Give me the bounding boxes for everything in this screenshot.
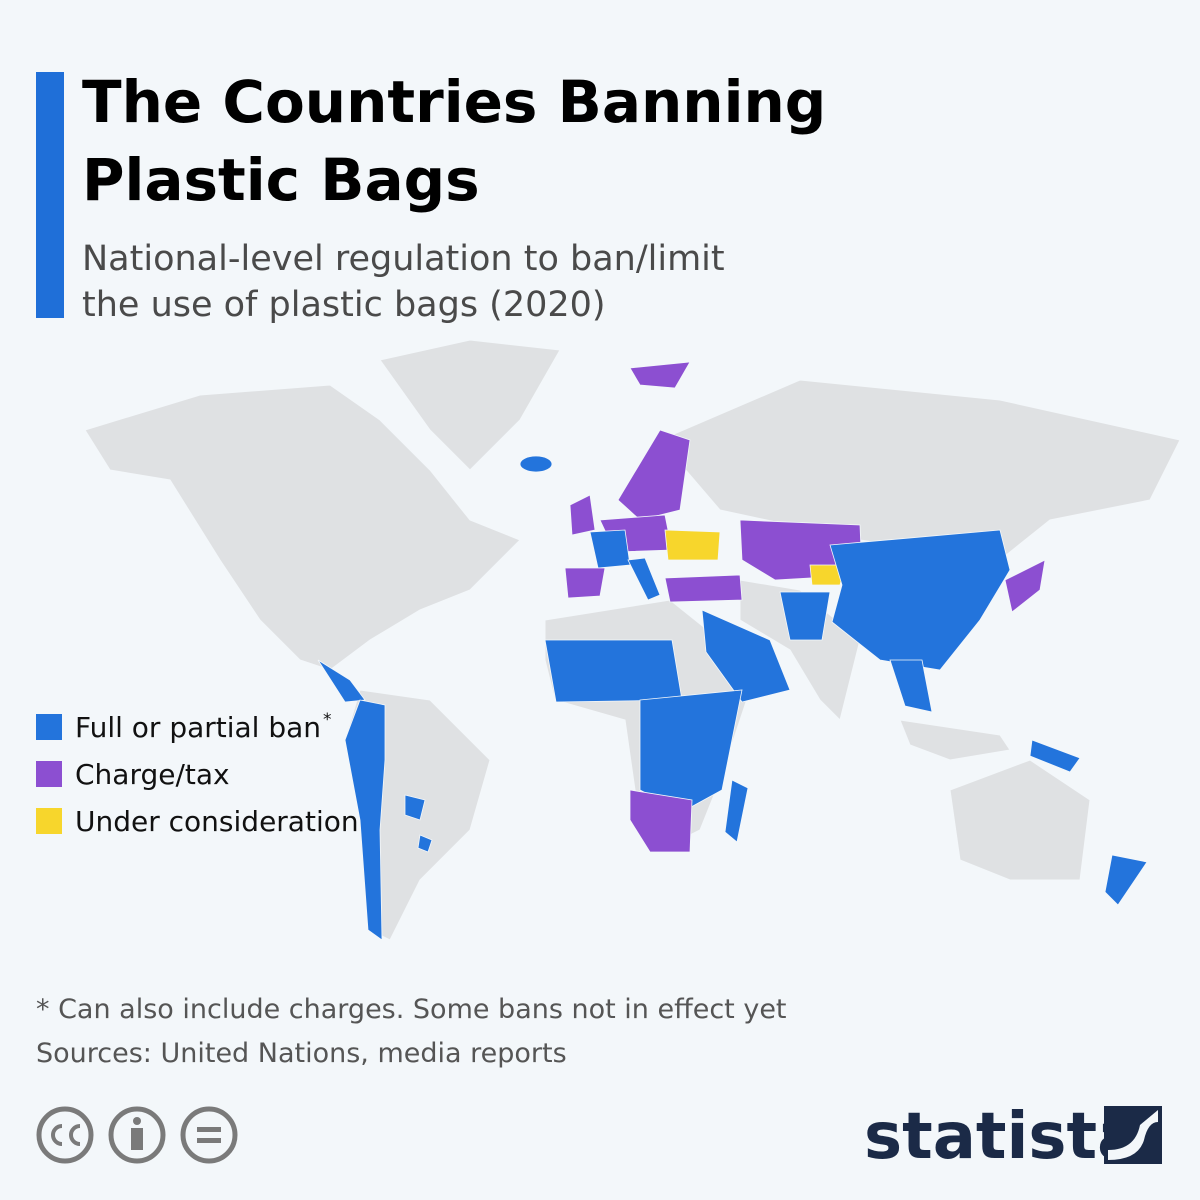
region — [519, 455, 553, 473]
title: Plastic Bags — [82, 146, 480, 214]
region — [617, 429, 691, 521]
region — [344, 699, 386, 941]
legend-swatch — [36, 714, 62, 740]
region — [544, 639, 683, 703]
region — [664, 574, 743, 603]
license-icons — [36, 1106, 238, 1164]
region — [829, 529, 1011, 671]
region — [569, 494, 596, 536]
title: The Countries Banning — [82, 68, 826, 136]
subtitle: National-level regulation to ban/limit — [82, 239, 725, 279]
legend-swatch — [36, 808, 62, 834]
legend-label: Charge/tax — [75, 758, 230, 791]
world-map — [84, 339, 1181, 941]
legend-label: Full or partial ban — [75, 711, 321, 744]
subtitle: the use of plastic bags (2020) — [82, 285, 606, 325]
region — [724, 779, 749, 843]
region — [589, 529, 631, 569]
region — [701, 609, 791, 703]
region — [809, 564, 846, 586]
region — [639, 689, 743, 813]
region — [664, 529, 721, 561]
brand: statista — [864, 1100, 1140, 1174]
region — [1029, 739, 1081, 773]
source: Sources: United Nations, media reports — [36, 1038, 567, 1069]
region — [1104, 854, 1148, 906]
region — [404, 794, 426, 821]
region — [417, 834, 433, 853]
region — [1004, 559, 1046, 613]
region — [629, 789, 693, 853]
legend: Full or partial ban * Charge/tax Under cons… — [36, 710, 359, 838]
land — [949, 759, 1091, 881]
accent-bar — [36, 72, 64, 318]
region — [627, 557, 661, 601]
land — [84, 384, 521, 671]
footnote: * Can also include charges. Some bans no… — [36, 994, 787, 1025]
land — [899, 719, 1011, 761]
brand-logo — [1104, 1106, 1162, 1164]
region — [317, 659, 366, 703]
region — [779, 591, 831, 641]
legend-label: Under consideration — [75, 805, 359, 838]
land — [379, 339, 561, 471]
region — [629, 361, 691, 389]
legend-note-marker: * — [323, 710, 332, 730]
legend-swatch — [36, 761, 62, 787]
region — [889, 659, 933, 713]
region — [564, 567, 606, 599]
